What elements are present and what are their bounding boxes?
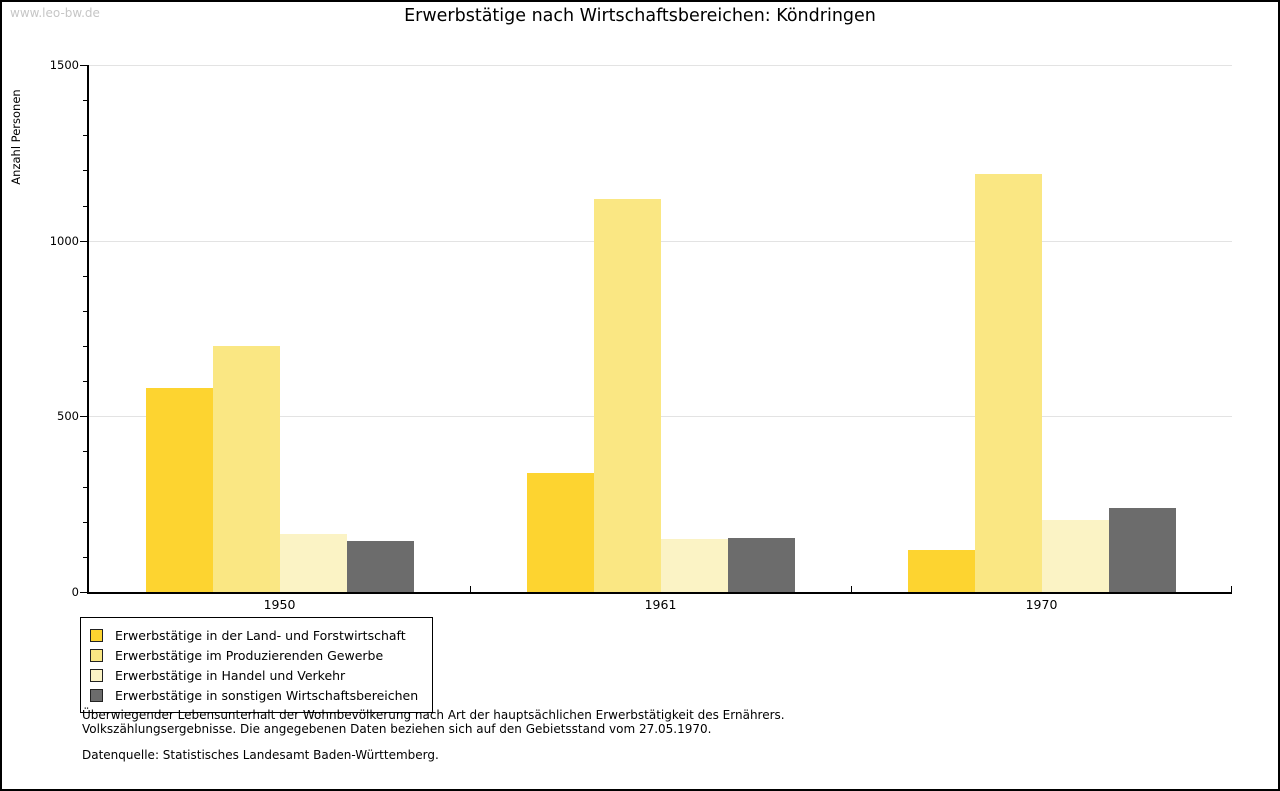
data-source: Datenquelle: Statistisches Landesamt Bad…	[82, 748, 439, 762]
legend-swatch-1	[90, 628, 103, 642]
gridline-500	[89, 416, 1232, 418]
y-major-tick	[80, 416, 87, 418]
plot-area: 0 500 1000 1500 1950 1961 1970	[50, 58, 1232, 612]
y-minor-tick	[83, 451, 87, 453]
legend: Erwerbstätige in der Land- und Forstwirt…	[80, 617, 434, 713]
legend-item-3: Erwerbstätige in Handel und Verkehr	[90, 665, 418, 685]
y-minor-tick	[83, 486, 87, 488]
y-minor-tick	[83, 170, 87, 172]
bar-series4-1970	[1108, 507, 1176, 592]
bar-series2-1950	[212, 346, 280, 592]
footnote-line-2: Volkszählungsergebnisse. Die angegebenen…	[82, 722, 712, 736]
legend-label-3: Erwerbstätige in Handel und Verkehr	[115, 667, 346, 683]
legend-label-2: Erwerbstätige im Produzierenden Gewerbe	[115, 647, 384, 663]
x-tick-label: 1961	[644, 597, 677, 612]
y-minor-tick	[83, 556, 87, 558]
y-tick-label: 500	[57, 409, 79, 424]
legend-item-2: Erwerbstätige im Produzierenden Gewerbe	[90, 645, 418, 665]
bar-series4-1961	[727, 537, 795, 592]
bar-series3-1961	[660, 539, 728, 592]
gridline-1500	[89, 65, 1232, 66]
bar-series4-1950	[346, 541, 414, 592]
legend-label-4: Erwerbstätige in sonstigen Wirtschaftsbe…	[115, 687, 419, 703]
chart-title: Erwerbstätige nach Wirtschaftsbereichen:…	[404, 6, 876, 26]
y-major-tick	[80, 65, 87, 66]
legend-item-1: Erwerbstätige in der Land- und Forstwirt…	[90, 625, 418, 645]
bar-series3-1950	[279, 534, 347, 592]
y-tick-label: 1500	[49, 58, 79, 72]
x-boundary-tick	[1231, 586, 1232, 592]
bar-series1-1961	[526, 472, 594, 592]
bar-series1-1970	[907, 549, 975, 592]
footnote-line-1: Überwiegender Lebensunterhalt der Wohnbe…	[82, 708, 785, 722]
y-minor-tick	[83, 310, 87, 312]
legend-label-1: Erwerbstätige in der Land- und Forstwirt…	[115, 627, 406, 643]
y-minor-tick	[83, 100, 87, 102]
y-tick-label: 1000	[49, 233, 79, 248]
bar-series3-1970	[1041, 519, 1109, 592]
legend-swatch-4	[90, 688, 103, 702]
legend-swatch-3	[90, 668, 103, 682]
y-minor-tick	[83, 135, 87, 137]
gridline-1000	[89, 240, 1232, 242]
legend-swatch-2	[90, 648, 103, 662]
y-minor-tick	[83, 275, 87, 277]
y-major-tick	[80, 240, 87, 242]
y-minor-tick	[83, 346, 87, 348]
watermark: www.leo-bw.de	[10, 6, 100, 20]
y-minor-tick	[83, 205, 87, 207]
y-minor-tick	[83, 521, 87, 523]
y-axis-title: Anzahl Personen	[9, 89, 23, 185]
bar-series1-1950	[145, 388, 213, 592]
x-tick-label: 1950	[263, 597, 296, 612]
footnote: Überwiegender Lebensunterhalt der Wohnbe…	[82, 708, 785, 762]
legend-item-4: Erwerbstätige in sonstigen Wirtschaftsbe…	[90, 685, 418, 705]
y-tick-label: 0	[71, 585, 79, 599]
y-minor-tick	[83, 381, 87, 383]
x-tick-label: 1970	[1025, 597, 1058, 612]
bar-series2-1961	[593, 198, 661, 592]
y-major-tick	[80, 592, 87, 593]
x-boundary-tick	[851, 586, 852, 592]
bar-series2-1970	[974, 173, 1042, 592]
x-boundary-tick	[470, 586, 471, 592]
